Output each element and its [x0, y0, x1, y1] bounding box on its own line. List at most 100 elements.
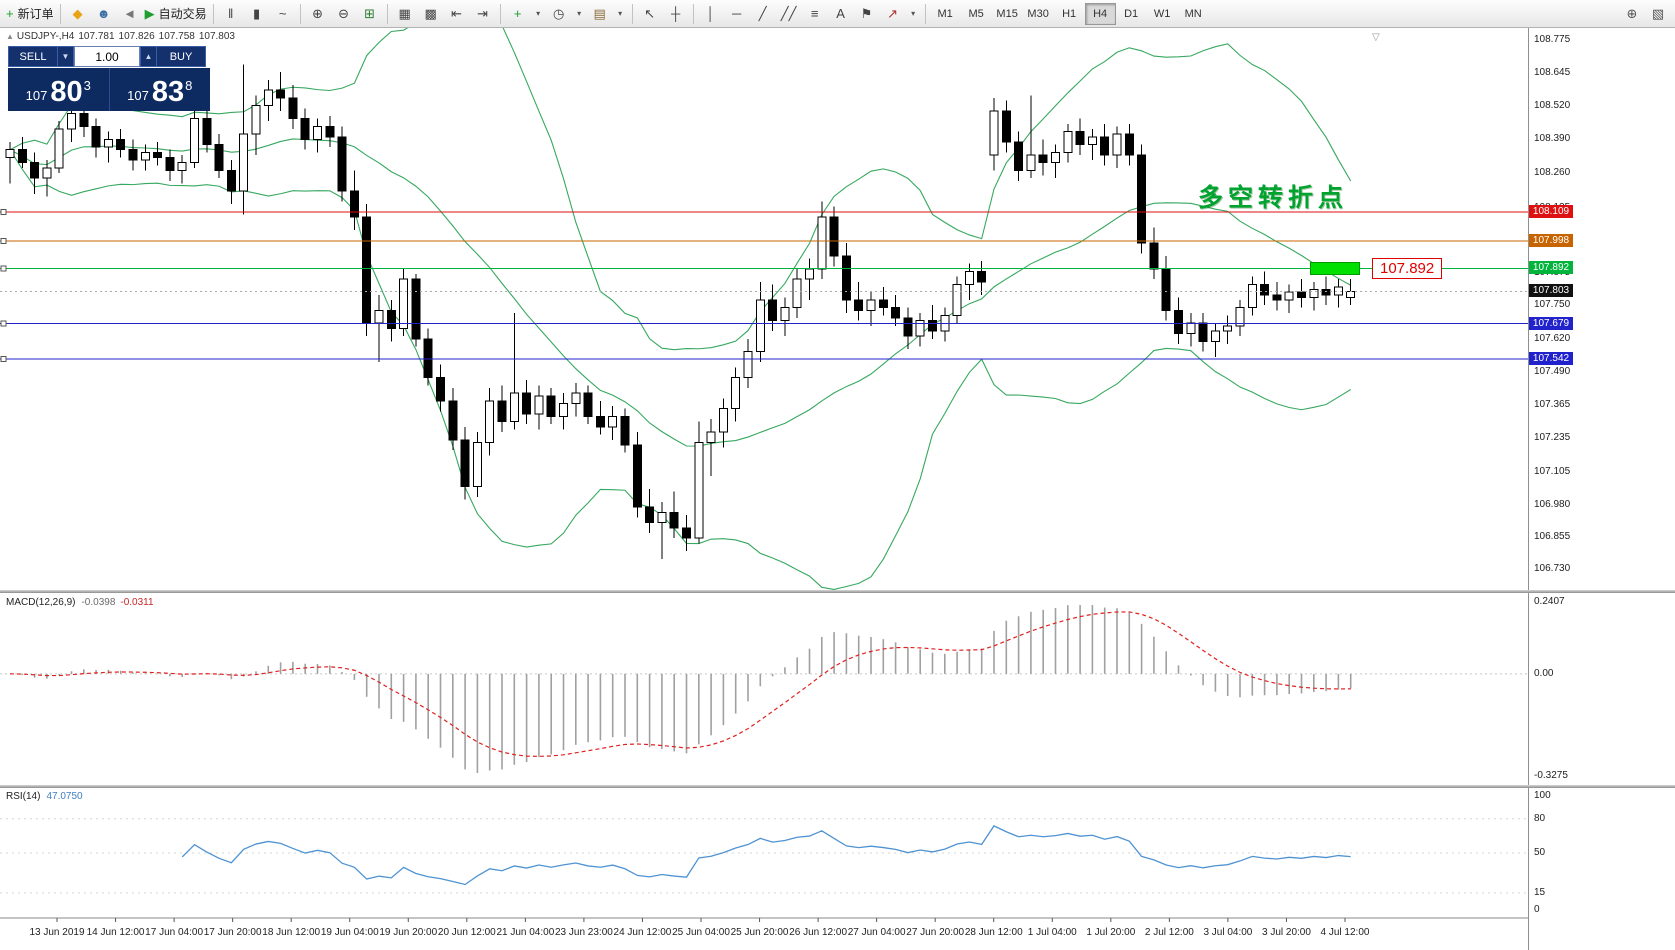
- buy-button[interactable]: BUY: [156, 46, 206, 67]
- price-scale[interactable]: 108.775 108.645 108.520 108.390 108.260 108.1…: [1529, 28, 1675, 950]
- price-tag-107.542: 107.542: [1529, 351, 1573, 365]
- arrows-dropdown[interactable]: ▾: [907, 2, 920, 26]
- zoom-out-icon: ⊖: [338, 5, 350, 21]
- rsi-scale-80: 80: [1534, 812, 1546, 824]
- zoom-in-icon[interactable]: ⊕: [306, 2, 330, 26]
- timeframe-h4[interactable]: H4: [1084, 2, 1116, 25]
- macd-panel-label: MACD(12,26,9) -0.0398 -0.0311: [6, 597, 154, 608]
- channel-icon[interactable]: ╱╱: [777, 2, 801, 26]
- cursor-icon[interactable]: ↖: [638, 2, 662, 26]
- sell-button[interactable]: SELL: [8, 46, 58, 67]
- chart-workspace: 13 Jun 2019 14 Jun 12:00 17 Jun 04:00 17 Ju…: [0, 28, 1675, 950]
- time-label: 3 Jul 04:00: [1203, 927, 1252, 938]
- chart-canvas[interactable]: 13 Jun 2019 14 Jun 12:00 17 Jun 04:00 17 Ju…: [0, 28, 1528, 950]
- grid-icon[interactable]: ⊞: [358, 2, 382, 26]
- bull-bear-turning-point-note: 多空转折点: [1198, 184, 1349, 213]
- buy-quote[interactable]: 107 83 8: [108, 68, 211, 111]
- chart-scroll-marker[interactable]: ▽: [1372, 32, 1380, 43]
- price-tick: 108.260: [1534, 167, 1571, 179]
- macd-panel-separator[interactable]: [0, 590, 1675, 593]
- timeframe-h1[interactable]: H1: [1062, 7, 1077, 20]
- main-price-panel: [5, 28, 1356, 590]
- fibonacci-icon[interactable]: ≡: [803, 2, 827, 26]
- vertical-line-icon: │: [706, 6, 715, 21]
- vertical-line-icon[interactable]: │: [699, 2, 723, 26]
- trendline-icon: ╱: [758, 5, 767, 21]
- timeframe-m5[interactable]: M5: [968, 7, 984, 20]
- tile-windows-icon: ▦: [398, 5, 411, 21]
- time-label: 1 Jul 20:00: [1086, 927, 1135, 938]
- price-tick: 107.235: [1534, 432, 1571, 444]
- arrows-icon[interactable]: ↗: [881, 2, 905, 26]
- toolbar-separator: [299, 3, 301, 24]
- volume-input[interactable]: [74, 46, 140, 67]
- new-order-button[interactable]: + 新订单: [5, 2, 55, 26]
- auto-scroll-icon[interactable]: ⇤: [445, 2, 469, 26]
- rsi-scale-100: 100: [1534, 790, 1551, 801]
- timeframe-d1[interactable]: D1: [1124, 7, 1139, 20]
- new-chart-icon[interactable]: ▧: [1646, 2, 1670, 26]
- price-tick: 108.390: [1534, 133, 1571, 145]
- timeframe-m15[interactable]: M15: [996, 7, 1018, 20]
- macd-histogram: [21, 605, 1352, 773]
- templates-icon[interactable]: ▤: [588, 2, 612, 26]
- periods-icon[interactable]: ◷: [547, 2, 571, 26]
- chart-shift-icon[interactable]: ⇥: [471, 2, 495, 26]
- text-icon[interactable]: A: [829, 2, 853, 26]
- autotrade-button-label: 自动交易: [158, 7, 207, 21]
- time-label: 18 Jun 12:00: [262, 927, 320, 938]
- price-tick: 106.730: [1534, 563, 1571, 575]
- time-label: 20 Jun 12:00: [438, 927, 496, 938]
- time-label: 14 Jun 12:00: [87, 927, 145, 938]
- search-icon[interactable]: ⊕: [1620, 2, 1644, 26]
- cascade-windows-icon[interactable]: ▩: [419, 2, 443, 26]
- timeframe-m1[interactable]: M1: [937, 7, 953, 20]
- bars-chart-icon[interactable]: ‖: [219, 2, 243, 26]
- periods-dropdown: ▾: [577, 9, 582, 18]
- horizontal-lines-layer[interactable]: [0, 209, 1528, 362]
- time-label: 4 Jul 12:00: [1321, 927, 1370, 938]
- sell-quote[interactable]: 107 80 3: [8, 68, 109, 111]
- trendline-icon[interactable]: ╱: [751, 2, 775, 26]
- tile-windows-icon[interactable]: ▦: [393, 2, 417, 26]
- rsi-panel-separator[interactable]: [0, 785, 1675, 788]
- new-order-button: +: [6, 6, 14, 21]
- volume-stepper-icon[interactable]: ▲: [140, 46, 156, 67]
- time-label: 27 Jun 04:00: [848, 927, 906, 938]
- indicators-dropdown[interactable]: ▾: [532, 2, 545, 26]
- new-order-button-label: 新订单: [17, 7, 54, 21]
- profile-icon[interactable]: ☻: [92, 2, 116, 26]
- line-chart-icon[interactable]: ~: [271, 2, 295, 26]
- mql5-icon[interactable]: ◆: [66, 2, 90, 26]
- cascade-windows-icon: ▩: [424, 5, 437, 21]
- zoom-out-icon[interactable]: ⊖: [332, 2, 356, 26]
- channel-icon: ╱╱: [780, 5, 797, 21]
- label-icon[interactable]: ⚑: [855, 2, 879, 26]
- turning-point-rectangle[interactable]: [1310, 262, 1360, 276]
- price-tag-107.803: 107.803: [1529, 284, 1573, 298]
- candles-chart-icon[interactable]: ▮: [245, 2, 269, 26]
- indicators-icon: +: [513, 6, 522, 21]
- price-tag-107.892: 107.892: [1529, 261, 1573, 275]
- volume-dropdown-icon[interactable]: ▼: [58, 46, 74, 67]
- horizontal-line-icon[interactable]: ─: [725, 2, 749, 26]
- timeframe-w1[interactable]: W1: [1153, 7, 1171, 20]
- macd-signal-line: [9, 611, 1351, 757]
- templates-dropdown[interactable]: ▾: [614, 2, 627, 26]
- autotrade-button[interactable]: ▶ 自动交易: [144, 2, 208, 26]
- symbol-label: USDJPY-,H4: [16, 31, 75, 42]
- symbol-icon: ▲: [6, 32, 14, 41]
- quote-high: 107.826: [118, 31, 155, 42]
- indicators-icon[interactable]: +: [506, 2, 530, 26]
- macd-value-main: -0.0398: [81, 597, 116, 608]
- cursor-icon: ↖: [644, 5, 656, 21]
- turning-point-price-label[interactable]: 107.892: [1372, 258, 1443, 280]
- timeframe-m30[interactable]: M30: [1027, 7, 1049, 20]
- time-label: 17 Jun 20:00: [204, 927, 262, 938]
- sound-icon[interactable]: ◄: [118, 2, 142, 26]
- rsi-name: RSI(14): [6, 791, 41, 802]
- periods-dropdown[interactable]: ▾: [573, 2, 586, 26]
- timeframe-mn[interactable]: MN: [1184, 7, 1202, 20]
- price-tag-108.109: 108.109: [1529, 205, 1573, 219]
- crosshair-icon[interactable]: ┼: [664, 2, 688, 26]
